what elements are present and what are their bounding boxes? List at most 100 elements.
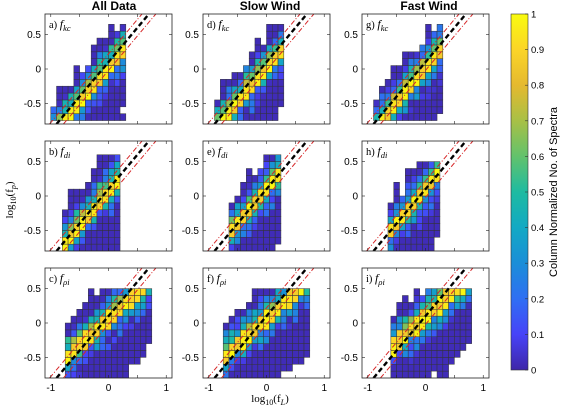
panel-letter: d): [207, 20, 218, 31]
heatmap-cell: [62, 230, 69, 238]
heatmap-cell: [263, 230, 270, 238]
heatmap-cell: [459, 288, 467, 296]
heatmap-cell: [431, 315, 438, 324]
heatmap-cell: [274, 202, 282, 210]
heatmap-cell: [416, 230, 423, 238]
heatmap-cell: [431, 99, 438, 108]
heatmap-cell: [454, 343, 461, 351]
heatmap-cell: [122, 309, 129, 317]
heatmap-cell: [90, 168, 98, 176]
heatmap-cell: [73, 195, 80, 204]
heatmap-cell: [384, 79, 392, 87]
heatmap-cell: [257, 295, 264, 303]
heatmap-cell: [102, 79, 109, 87]
heatmap-cell: [67, 216, 75, 224]
y-tick-label: -0.5: [341, 99, 359, 110]
heatmap-cell: [248, 106, 256, 114]
heatmap-cell: [280, 329, 287, 337]
heatmap-cell: [269, 364, 276, 372]
heatmap-cell: [96, 188, 103, 197]
heatmap-cell: [274, 322, 282, 331]
heatmap-cell: [251, 288, 259, 296]
heatmap-cell: [90, 99, 98, 108]
heatmap-cell: [108, 30, 115, 39]
heatmap-cell: [257, 302, 264, 310]
heatmap-cell: [402, 58, 409, 66]
heatmap-cell: [62, 92, 69, 101]
heatmap-cell: [402, 309, 409, 317]
heatmap-cell: [286, 315, 293, 324]
heatmap-cell: [431, 92, 438, 101]
y-tick-label: 0: [35, 319, 41, 330]
heatmap-cell: [145, 295, 153, 303]
heatmap-cell: [425, 288, 432, 296]
heatmap-cell: [402, 113, 409, 121]
heatmap-cell: [234, 336, 241, 344]
heatmap-cell: [73, 79, 80, 87]
heatmap-cell: [240, 309, 247, 317]
heatmap-cell: [263, 295, 270, 303]
heatmap-cell: [108, 79, 115, 87]
heatmap-cell: [263, 329, 270, 337]
heatmap-cell: [99, 343, 106, 351]
panel-sub: di: [381, 150, 388, 160]
y-tick-label: -0.5: [24, 226, 42, 237]
heatmap-cell: [257, 343, 264, 351]
heatmap-cell: [134, 336, 141, 344]
heatmap-cell: [257, 357, 264, 365]
heatmap-cell: [431, 357, 438, 365]
heatmap-cell: [436, 24, 444, 32]
y-tick-label: 0: [193, 65, 199, 76]
heatmap-cell: [280, 336, 287, 344]
heatmap-cell: [269, 288, 276, 296]
panel-letter: g): [366, 20, 377, 31]
xlabel-sub: 10: [265, 398, 273, 407]
heatmap-cell: [99, 302, 106, 310]
heatmap-cell: [116, 336, 124, 344]
y-tick-label: 0.5: [185, 157, 199, 168]
heatmap-cell: [419, 106, 426, 114]
heatmap-cell: [413, 92, 420, 101]
heatmap-cell: [254, 37, 261, 46]
colorbar-tick-label: 0.1: [531, 330, 544, 341]
heatmap-cell: [465, 295, 472, 303]
heatmap-cell: [73, 243, 80, 251]
colorbar-tick-label: 0.2: [531, 294, 544, 305]
band-line-upper: [49, 141, 143, 251]
heatmap-cell: [442, 322, 449, 331]
heatmap-cell: [145, 302, 153, 310]
heatmap-cell: [407, 322, 415, 331]
heatmap-cell: [119, 92, 127, 101]
heatmap-cell: [390, 79, 397, 87]
heatmap-cell: [425, 92, 432, 101]
heatmap-cell: [251, 343, 259, 351]
heatmap-cell: [257, 243, 264, 251]
ylabel-sub: 10: [9, 196, 18, 204]
heatmap-cell: [298, 288, 305, 296]
heatmap-cell: [228, 329, 236, 337]
heatmap-cell: [431, 79, 438, 87]
heatmap-cell: [240, 329, 247, 337]
heatmap-cell: [50, 106, 57, 114]
heatmap-cell: [119, 58, 127, 66]
y-tick-label: 0.5: [27, 284, 41, 295]
panel-sub: kc: [63, 23, 71, 33]
heatmap-cell: [269, 202, 276, 210]
heatmap-cell: [114, 92, 121, 101]
heatmap-cell: [111, 315, 118, 324]
heatmap-cell: [396, 315, 403, 324]
heatmap-cell: [396, 65, 403, 73]
reference-lines: [366, 268, 474, 378]
heatmap-cell: [122, 329, 129, 337]
heatmap-cell: [425, 113, 432, 121]
heatmap-cell: [116, 364, 124, 372]
heatmap-cell: [269, 154, 276, 162]
heatmap-cell: [448, 357, 455, 365]
heatmap-cell: [442, 370, 449, 378]
heatmap-cell: [263, 364, 270, 372]
heatmap-cell: [303, 309, 311, 317]
heatmap-cell: [292, 295, 299, 303]
heatmap-cells: [228, 154, 282, 251]
heatmap-cell: [396, 99, 403, 108]
heatmap-cell: [220, 79, 227, 87]
